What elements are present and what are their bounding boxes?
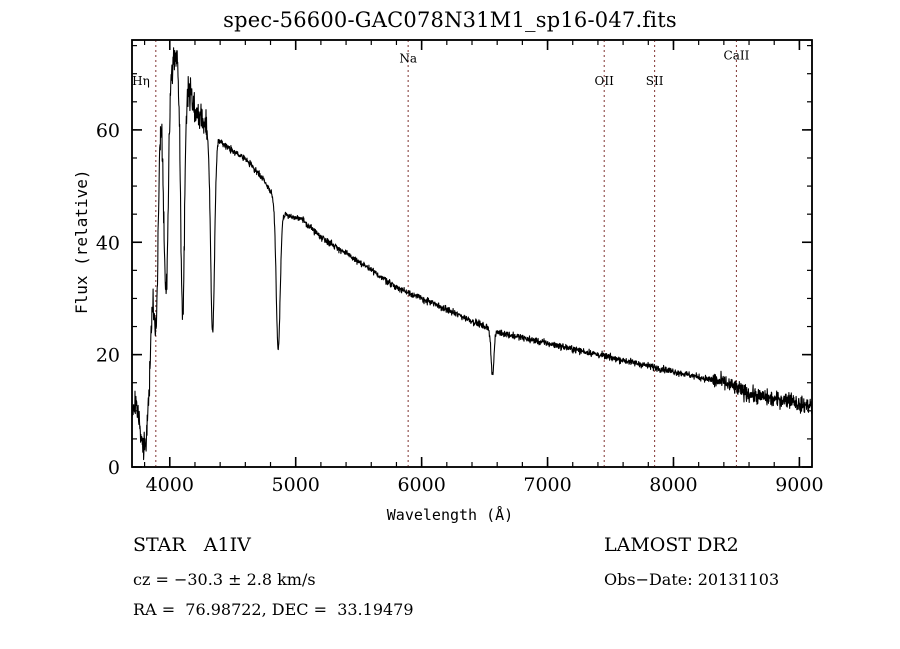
x-tick-label: 5000: [272, 474, 320, 496]
line-marker-label-SII: SII: [646, 74, 664, 88]
line-marker-label-CaII: CaII: [724, 49, 750, 63]
line-marker-label-Hη: Hη: [132, 74, 150, 88]
y-tick-label: 20: [96, 345, 120, 367]
line-marker-label-Na: Na: [399, 51, 417, 65]
footer-survey: LAMOST DR2: [604, 534, 739, 556]
x-axis-label: Wavelength (Å): [386, 506, 514, 524]
x-tick-label: 6000: [397, 474, 445, 496]
footer-obs-date: Obs−Date: 20131103: [604, 570, 780, 589]
y-tick-label: 40: [96, 232, 120, 254]
spectrum-trace: [131, 47, 813, 461]
x-tick-label: 8000: [649, 474, 697, 496]
footer-cz: cz = −30.3 ± 2.8 km/s: [133, 570, 316, 589]
x-tick-label: 9000: [775, 474, 823, 496]
y-tick-label: 0: [108, 457, 120, 479]
y-axis-label: Flux (relative): [72, 169, 91, 314]
line-marker-label-OII: OII: [595, 74, 615, 88]
x-tick-label: 4000: [146, 474, 194, 496]
footer-star-type: STAR A1IV: [133, 534, 251, 556]
plot-frame: [131, 39, 813, 468]
plot-frame-overlay: [131, 39, 813, 468]
x-tick-label: 7000: [523, 474, 571, 496]
page-title: spec-56600-GAC078N31M1_sp16-047.fits: [223, 8, 677, 32]
footer-coordinates: RA = 76.98722, DEC = 33.19479: [133, 600, 414, 619]
y-tick-label: 60: [96, 120, 120, 142]
